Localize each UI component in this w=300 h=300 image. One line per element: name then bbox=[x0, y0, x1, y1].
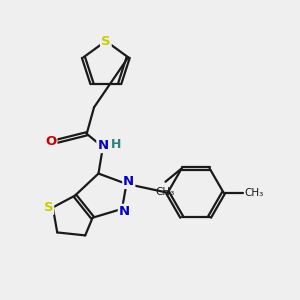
Text: N: N bbox=[119, 205, 130, 218]
Text: S: S bbox=[101, 34, 111, 48]
Text: N: N bbox=[97, 139, 109, 152]
Text: S: S bbox=[44, 201, 53, 214]
Text: H: H bbox=[111, 138, 121, 151]
Text: CH₃: CH₃ bbox=[156, 187, 175, 197]
Text: N: N bbox=[123, 175, 134, 188]
Text: O: O bbox=[45, 135, 56, 148]
Text: CH₃: CH₃ bbox=[244, 188, 263, 198]
